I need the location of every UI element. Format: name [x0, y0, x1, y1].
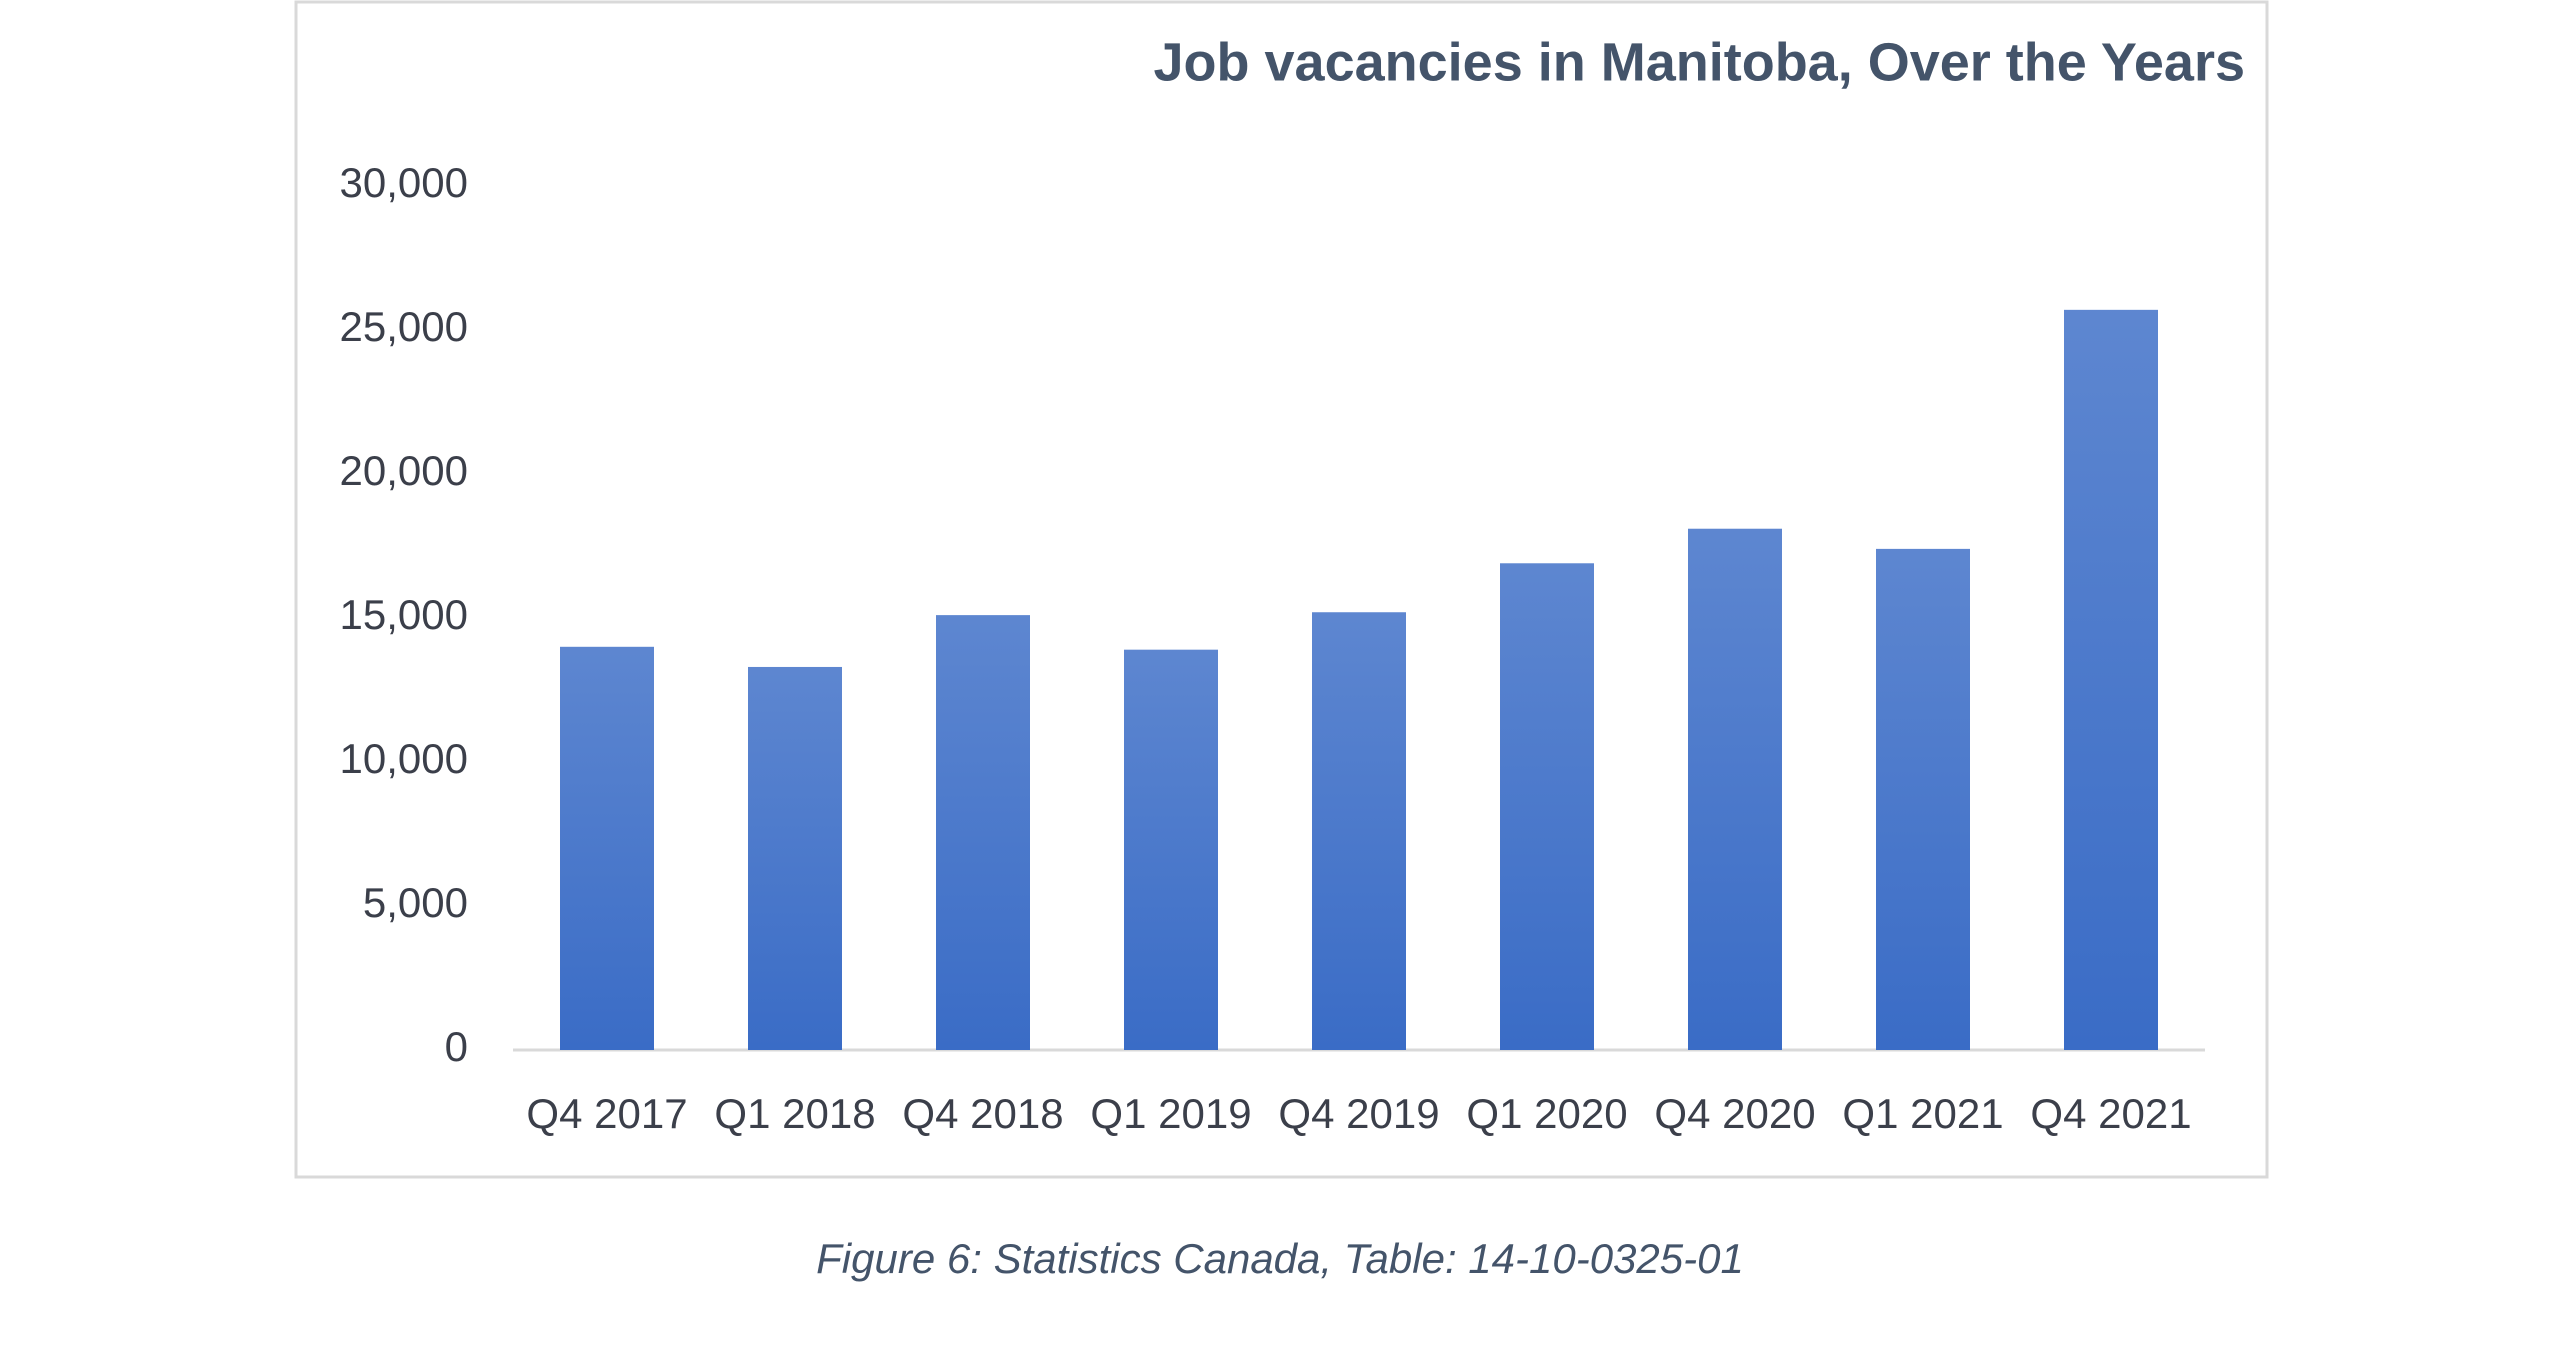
bar — [2064, 309, 2158, 1051]
x-tick-label: Q4 2021 — [2030, 1090, 2191, 1137]
x-tick-label: Q4 2020 — [1654, 1090, 1815, 1137]
x-tick-label: Q1 2021 — [1842, 1090, 2003, 1137]
x-tick-label: Q4 2017 — [526, 1090, 687, 1137]
chart-title: Job vacancies in Manitoba, Over the Year… — [1154, 32, 2245, 92]
bar — [1124, 649, 1218, 1050]
x-tick-label: Q4 2019 — [1278, 1090, 1439, 1137]
y-tick-label: 20,000 — [340, 447, 468, 494]
x-tick-label: Q1 2020 — [1466, 1090, 1627, 1137]
x-tick-label: Q4 2018 — [902, 1090, 1063, 1137]
y-tick-label: 10,000 — [340, 735, 468, 782]
bar — [1500, 563, 1594, 1050]
bar — [1688, 528, 1782, 1050]
y-tick-label: 25,000 — [340, 303, 468, 350]
caption: Figure 6: Statistics Canada, Table: 14-1… — [816, 1235, 1744, 1282]
bar — [560, 646, 654, 1050]
x-tick-label: Q1 2018 — [714, 1090, 875, 1137]
bar — [748, 666, 842, 1050]
y-tick-label: 0 — [445, 1023, 468, 1070]
x-tick-label: Q1 2019 — [1090, 1090, 1251, 1137]
bar — [1876, 548, 1970, 1050]
y-tick-label: 15,000 — [340, 591, 468, 638]
bar — [1312, 612, 1406, 1050]
y-tick-label: 30,000 — [340, 159, 468, 206]
bar — [936, 615, 1030, 1050]
y-tick-label: 5,000 — [363, 879, 468, 926]
